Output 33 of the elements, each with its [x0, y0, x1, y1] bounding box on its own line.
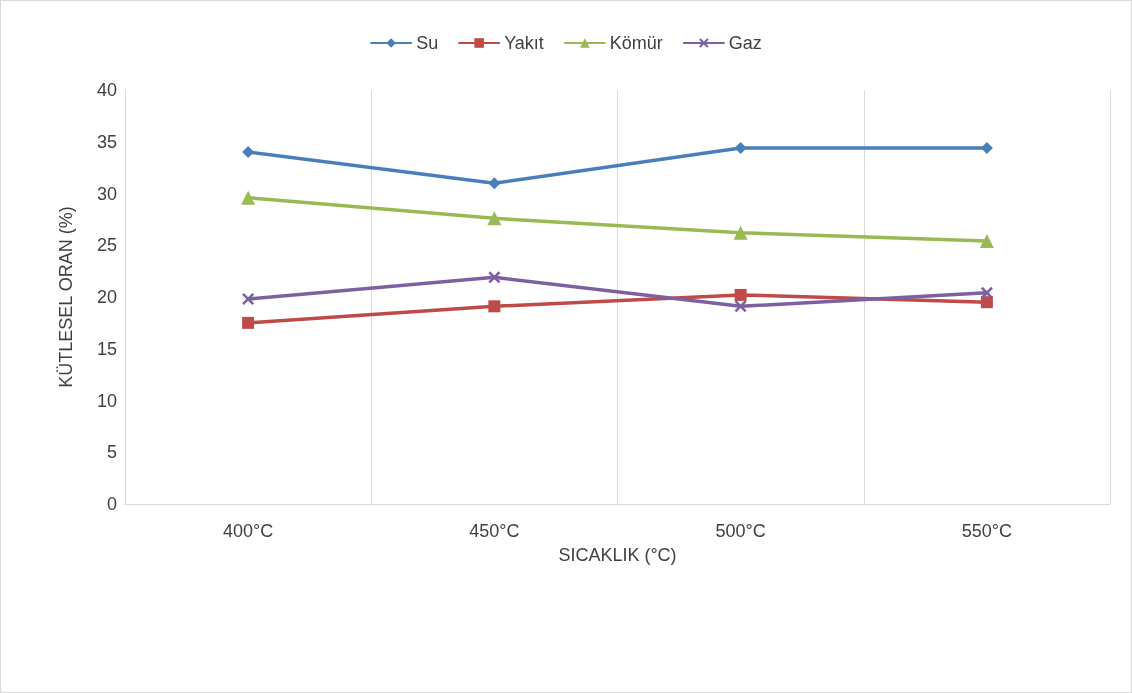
point — [488, 300, 501, 313]
point — [488, 177, 501, 190]
point — [734, 300, 747, 313]
point — [980, 286, 993, 299]
x-tick-label: 500°C — [715, 521, 766, 541]
x-tick-label: 550°C — [961, 521, 1012, 541]
y-tick-label: 20 — [96, 287, 117, 307]
y-tick-label: 0 — [106, 494, 117, 514]
legend-label: Yakıt — [504, 33, 544, 53]
point — [980, 296, 993, 309]
y-tick-label: 10 — [96, 390, 117, 411]
y-tick-label: 30 — [96, 183, 117, 204]
y-tick-label: 35 — [96, 131, 117, 152]
point — [242, 316, 255, 329]
legend-label: Gaz — [728, 33, 762, 53]
point — [734, 288, 747, 301]
x-tick-label: 450°C — [469, 521, 520, 541]
point — [241, 190, 256, 205]
point — [242, 293, 255, 306]
point — [488, 271, 501, 284]
point — [487, 211, 502, 226]
y-tick-label: 5 — [106, 442, 117, 463]
y-tick-label: 25 — [96, 235, 117, 256]
y-axis-title: KÜTLESEL ORAN (%) — [56, 206, 76, 388]
y-tick-label: 40 — [96, 80, 117, 100]
x-axis-title: SICAKLIK (°C) — [558, 545, 677, 565]
point — [979, 234, 994, 249]
x-tick-label: 400°C — [223, 521, 274, 541]
point — [733, 225, 748, 240]
y-tick-label: 15 — [96, 338, 117, 359]
legend-label: Su — [416, 33, 439, 53]
legend-label: Kömür — [609, 33, 663, 53]
point — [734, 141, 747, 154]
